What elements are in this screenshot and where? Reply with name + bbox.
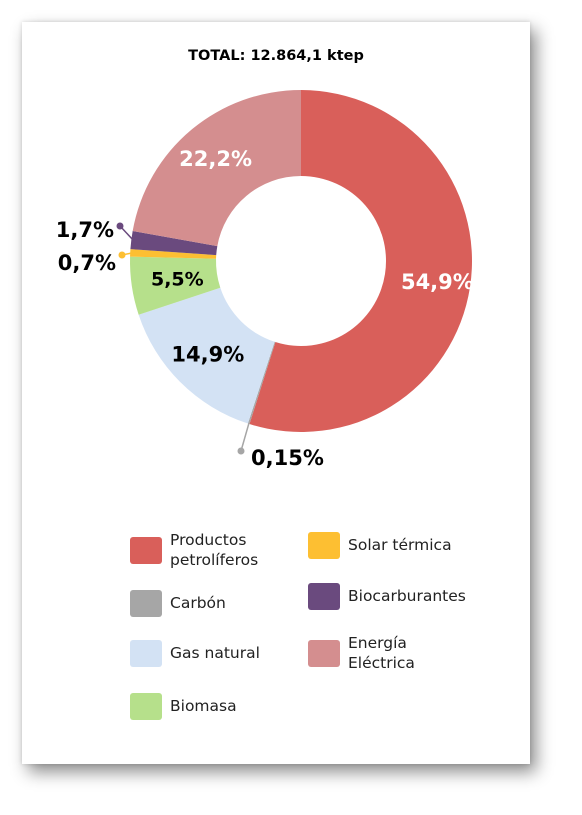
- legend-swatch: [308, 532, 340, 559]
- data-label-carbon: 0,15%: [251, 446, 324, 470]
- legend-label-line: Eléctrica: [348, 654, 415, 673]
- legend-label-line: Biocarburantes: [348, 587, 466, 606]
- legend-label: Gas natural: [170, 643, 310, 663]
- legend-swatch: [130, 693, 162, 720]
- legend-label: Energía Eléctrica: [348, 633, 488, 673]
- legend-label: Biocarburantes: [348, 586, 488, 606]
- slice-biomasa: [130, 256, 221, 315]
- slice-carbon: [247, 341, 276, 425]
- slice-productos-petroliferos: [249, 90, 472, 432]
- legend-swatch: [130, 590, 162, 617]
- slice-biocarburantes: [130, 230, 218, 256]
- legend-swatch: [308, 639, 340, 667]
- legend-label-line: Productos: [170, 531, 247, 549]
- slice-gas-natural: [138, 287, 275, 424]
- legend-label: Biomasa: [170, 696, 310, 716]
- legend-item-solar-termica: Solar térmica: [308, 532, 488, 559]
- legend-label-line: Carbón: [170, 594, 226, 613]
- legend-label-line: Solar térmica: [348, 536, 452, 555]
- legend-label: Solar térmica: [348, 535, 488, 555]
- legend-label: Productos petrolíferos: [170, 530, 310, 570]
- legend-item-biomasa: Biomasa: [130, 693, 310, 720]
- slice-solar-termica: [130, 249, 217, 259]
- legend-item-biocarburantes: Biocarburantes: [308, 583, 488, 610]
- data-label-biocarburantes: 1,7%: [56, 218, 114, 242]
- donut-chart: 54,9% 0,15% 14,9% 5,5% 0,7% 1,7% 22,2%: [56, 90, 474, 470]
- legend-swatch: [308, 583, 340, 610]
- legend-label-line: Biomasa: [170, 697, 237, 716]
- legend-item-energia-electrica: Energía Eléctrica: [308, 633, 488, 673]
- legend-label: Carbón: [170, 593, 310, 613]
- legend-swatch: [130, 536, 162, 564]
- chart-title: TOTAL: 12.864,1 ktep: [188, 48, 364, 64]
- leader-dot-solar-termica: [118, 251, 126, 259]
- leader-dot-carbon: [237, 447, 245, 455]
- data-label-productos-petroliferos: 54,9%: [401, 270, 474, 294]
- leader-line-carbon: [240, 421, 251, 452]
- chart-card: TOTAL: 12.864,1 ktep 54,9% 0,15% 14,9% 5,5%…: [22, 22, 530, 764]
- legend-label-line: Energía: [348, 634, 407, 652]
- legend-item-gas-natural: Gas natural: [130, 640, 310, 667]
- slice-energia-electrica: [132, 90, 301, 247]
- legend-item-carbon: Carbón: [130, 590, 310, 617]
- data-label-energia-electrica: 22,2%: [179, 147, 252, 171]
- data-label-solar-termica: 0,7%: [58, 251, 116, 275]
- legend-item-productos-petroliferos: Productos petrolíferos: [130, 530, 310, 570]
- data-label-biomasa: 5,5%: [151, 268, 204, 290]
- leader-dot-biocarburantes: [116, 222, 124, 230]
- legend-swatch: [130, 640, 162, 667]
- legend-label-line: petrolíferos: [170, 551, 259, 570]
- legend-label-line: Gas natural: [170, 644, 260, 663]
- data-label-gas-natural: 14,9%: [171, 343, 244, 367]
